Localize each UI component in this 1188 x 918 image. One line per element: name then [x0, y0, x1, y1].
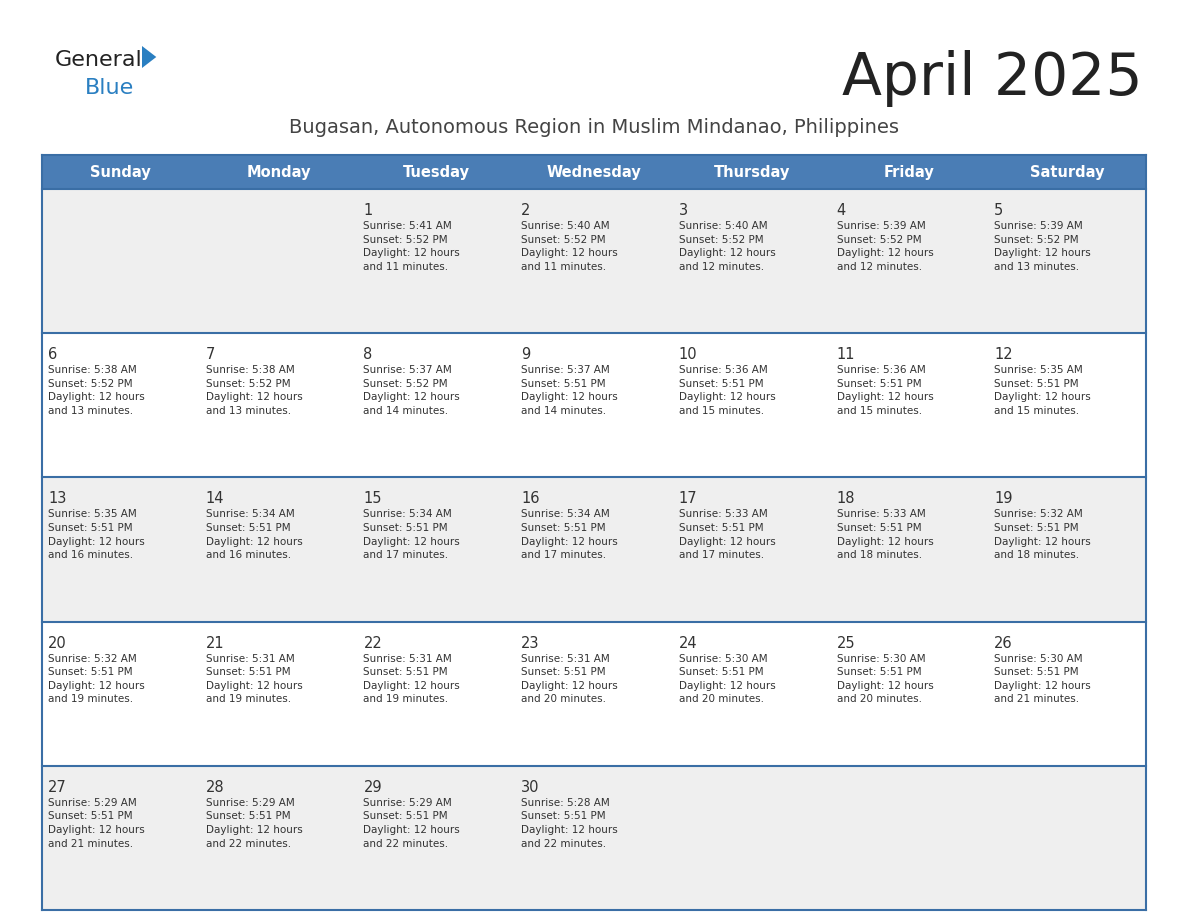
Bar: [516, 155, 672, 189]
Text: 13: 13: [48, 491, 67, 507]
Bar: [42, 189, 1146, 333]
Text: Sunrise: 5:40 AM
Sunset: 5:52 PM
Daylight: 12 hours
and 11 minutes.: Sunrise: 5:40 AM Sunset: 5:52 PM Dayligh…: [522, 221, 618, 272]
Bar: [42, 333, 1146, 477]
Text: 16: 16: [522, 491, 539, 507]
Text: 25: 25: [836, 635, 855, 651]
Text: Sunrise: 5:34 AM
Sunset: 5:51 PM
Daylight: 12 hours
and 17 minutes.: Sunrise: 5:34 AM Sunset: 5:51 PM Dayligh…: [364, 509, 460, 560]
Text: 24: 24: [678, 635, 697, 651]
Text: Sunrise: 5:34 AM
Sunset: 5:51 PM
Daylight: 12 hours
and 16 minutes.: Sunrise: 5:34 AM Sunset: 5:51 PM Dayligh…: [206, 509, 303, 560]
Text: 3: 3: [678, 203, 688, 218]
Text: 21: 21: [206, 635, 225, 651]
Text: 12: 12: [994, 347, 1013, 363]
Text: Sunrise: 5:31 AM
Sunset: 5:51 PM
Daylight: 12 hours
and 19 minutes.: Sunrise: 5:31 AM Sunset: 5:51 PM Dayligh…: [206, 654, 303, 704]
Text: Bugasan, Autonomous Region in Muslim Mindanao, Philippines: Bugasan, Autonomous Region in Muslim Min…: [289, 118, 899, 137]
Text: 19: 19: [994, 491, 1013, 507]
Text: 26: 26: [994, 635, 1013, 651]
Text: Sunrise: 5:29 AM
Sunset: 5:51 PM
Daylight: 12 hours
and 22 minutes.: Sunrise: 5:29 AM Sunset: 5:51 PM Dayligh…: [364, 798, 460, 848]
Text: Friday: Friday: [884, 164, 935, 180]
Text: Sunrise: 5:37 AM
Sunset: 5:52 PM
Daylight: 12 hours
and 14 minutes.: Sunrise: 5:37 AM Sunset: 5:52 PM Dayligh…: [364, 365, 460, 416]
Bar: [672, 155, 830, 189]
Text: Sunrise: 5:32 AM
Sunset: 5:51 PM
Daylight: 12 hours
and 18 minutes.: Sunrise: 5:32 AM Sunset: 5:51 PM Dayligh…: [994, 509, 1091, 560]
Text: Thursday: Thursday: [714, 164, 790, 180]
Text: 9: 9: [522, 347, 530, 363]
Text: Sunrise: 5:30 AM
Sunset: 5:51 PM
Daylight: 12 hours
and 20 minutes.: Sunrise: 5:30 AM Sunset: 5:51 PM Dayligh…: [678, 654, 776, 704]
Text: Sunrise: 5:32 AM
Sunset: 5:51 PM
Daylight: 12 hours
and 19 minutes.: Sunrise: 5:32 AM Sunset: 5:51 PM Dayligh…: [48, 654, 145, 704]
Text: Sunrise: 5:40 AM
Sunset: 5:52 PM
Daylight: 12 hours
and 12 minutes.: Sunrise: 5:40 AM Sunset: 5:52 PM Dayligh…: [678, 221, 776, 272]
Text: Sunrise: 5:29 AM
Sunset: 5:51 PM
Daylight: 12 hours
and 22 minutes.: Sunrise: 5:29 AM Sunset: 5:51 PM Dayligh…: [206, 798, 303, 848]
Text: 28: 28: [206, 779, 225, 795]
Text: 23: 23: [522, 635, 539, 651]
Text: 8: 8: [364, 347, 373, 363]
Text: Sunrise: 5:34 AM
Sunset: 5:51 PM
Daylight: 12 hours
and 17 minutes.: Sunrise: 5:34 AM Sunset: 5:51 PM Dayligh…: [522, 509, 618, 560]
Text: 20: 20: [48, 635, 67, 651]
Text: Sunrise: 5:28 AM
Sunset: 5:51 PM
Daylight: 12 hours
and 22 minutes.: Sunrise: 5:28 AM Sunset: 5:51 PM Dayligh…: [522, 798, 618, 848]
Text: 7: 7: [206, 347, 215, 363]
Text: 11: 11: [836, 347, 855, 363]
Text: General: General: [55, 50, 143, 70]
Text: 27: 27: [48, 779, 67, 795]
Text: 29: 29: [364, 779, 383, 795]
Text: 30: 30: [522, 779, 539, 795]
Text: Sunrise: 5:29 AM
Sunset: 5:51 PM
Daylight: 12 hours
and 21 minutes.: Sunrise: 5:29 AM Sunset: 5:51 PM Dayligh…: [48, 798, 145, 848]
Text: April 2025: April 2025: [842, 50, 1143, 107]
Text: Sunrise: 5:30 AM
Sunset: 5:51 PM
Daylight: 12 hours
and 20 minutes.: Sunrise: 5:30 AM Sunset: 5:51 PM Dayligh…: [836, 654, 934, 704]
Text: Wednesday: Wednesday: [546, 164, 642, 180]
Text: Sunrise: 5:35 AM
Sunset: 5:51 PM
Daylight: 12 hours
and 16 minutes.: Sunrise: 5:35 AM Sunset: 5:51 PM Dayligh…: [48, 509, 145, 560]
Text: Sunday: Sunday: [90, 164, 151, 180]
Bar: [988, 155, 1146, 189]
Text: 1: 1: [364, 203, 373, 218]
Bar: [358, 155, 516, 189]
Text: Sunrise: 5:38 AM
Sunset: 5:52 PM
Daylight: 12 hours
and 13 minutes.: Sunrise: 5:38 AM Sunset: 5:52 PM Dayligh…: [206, 365, 303, 416]
Text: 4: 4: [836, 203, 846, 218]
Text: Sunrise: 5:39 AM
Sunset: 5:52 PM
Daylight: 12 hours
and 12 minutes.: Sunrise: 5:39 AM Sunset: 5:52 PM Dayligh…: [836, 221, 934, 272]
Text: 10: 10: [678, 347, 697, 363]
Text: Sunrise: 5:37 AM
Sunset: 5:51 PM
Daylight: 12 hours
and 14 minutes.: Sunrise: 5:37 AM Sunset: 5:51 PM Dayligh…: [522, 365, 618, 416]
Text: Blue: Blue: [86, 78, 134, 98]
Bar: [42, 155, 200, 189]
Text: Monday: Monday: [246, 164, 311, 180]
Text: Sunrise: 5:35 AM
Sunset: 5:51 PM
Daylight: 12 hours
and 15 minutes.: Sunrise: 5:35 AM Sunset: 5:51 PM Dayligh…: [994, 365, 1091, 416]
Text: 14: 14: [206, 491, 225, 507]
Text: 6: 6: [48, 347, 57, 363]
Bar: [42, 477, 1146, 621]
Text: 17: 17: [678, 491, 697, 507]
Text: Sunrise: 5:41 AM
Sunset: 5:52 PM
Daylight: 12 hours
and 11 minutes.: Sunrise: 5:41 AM Sunset: 5:52 PM Dayligh…: [364, 221, 460, 272]
Bar: [42, 621, 1146, 766]
Text: 15: 15: [364, 491, 381, 507]
Text: Sunrise: 5:33 AM
Sunset: 5:51 PM
Daylight: 12 hours
and 18 minutes.: Sunrise: 5:33 AM Sunset: 5:51 PM Dayligh…: [836, 509, 934, 560]
Text: Sunrise: 5:39 AM
Sunset: 5:52 PM
Daylight: 12 hours
and 13 minutes.: Sunrise: 5:39 AM Sunset: 5:52 PM Dayligh…: [994, 221, 1091, 272]
Text: Saturday: Saturday: [1030, 164, 1105, 180]
Polygon shape: [143, 46, 157, 68]
Text: Sunrise: 5:31 AM
Sunset: 5:51 PM
Daylight: 12 hours
and 19 minutes.: Sunrise: 5:31 AM Sunset: 5:51 PM Dayligh…: [364, 654, 460, 704]
Bar: [42, 766, 1146, 910]
Text: 22: 22: [364, 635, 383, 651]
Text: 18: 18: [836, 491, 855, 507]
Text: Sunrise: 5:36 AM
Sunset: 5:51 PM
Daylight: 12 hours
and 15 minutes.: Sunrise: 5:36 AM Sunset: 5:51 PM Dayligh…: [836, 365, 934, 416]
Text: 2: 2: [522, 203, 531, 218]
Text: Sunrise: 5:36 AM
Sunset: 5:51 PM
Daylight: 12 hours
and 15 minutes.: Sunrise: 5:36 AM Sunset: 5:51 PM Dayligh…: [678, 365, 776, 416]
Text: Sunrise: 5:38 AM
Sunset: 5:52 PM
Daylight: 12 hours
and 13 minutes.: Sunrise: 5:38 AM Sunset: 5:52 PM Dayligh…: [48, 365, 145, 416]
Bar: [830, 155, 988, 189]
Text: Tuesday: Tuesday: [403, 164, 469, 180]
Text: Sunrise: 5:30 AM
Sunset: 5:51 PM
Daylight: 12 hours
and 21 minutes.: Sunrise: 5:30 AM Sunset: 5:51 PM Dayligh…: [994, 654, 1091, 704]
Text: 5: 5: [994, 203, 1004, 218]
Text: Sunrise: 5:33 AM
Sunset: 5:51 PM
Daylight: 12 hours
and 17 minutes.: Sunrise: 5:33 AM Sunset: 5:51 PM Dayligh…: [678, 509, 776, 560]
Bar: [200, 155, 358, 189]
Text: Sunrise: 5:31 AM
Sunset: 5:51 PM
Daylight: 12 hours
and 20 minutes.: Sunrise: 5:31 AM Sunset: 5:51 PM Dayligh…: [522, 654, 618, 704]
